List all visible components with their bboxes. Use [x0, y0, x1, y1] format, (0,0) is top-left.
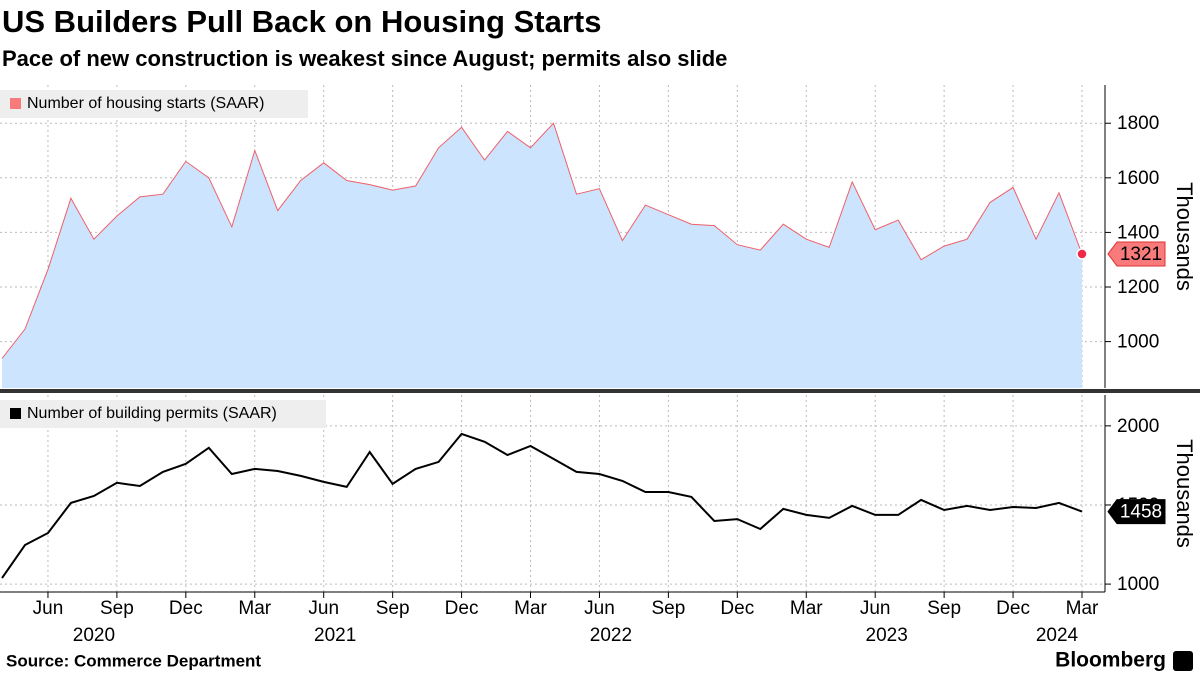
last-point — [1076, 248, 1088, 260]
value-label-box — [1107, 499, 1166, 525]
x-tick-label: Dec — [445, 598, 479, 619]
panel: Number of housing starts (SAAR) 1000 1200 1… — [0, 85, 1197, 388]
y-axis-label: Thousands — [1172, 182, 1197, 291]
x-tick-label: Mar — [790, 598, 823, 619]
y-tick-label: 1000 — [1117, 332, 1159, 353]
area — [2, 123, 1082, 388]
y-tick-label: 1600 — [1117, 168, 1159, 189]
source: Source: Commerce Department — [6, 651, 261, 670]
y-axis-label: Thousands — [1172, 439, 1197, 548]
y-tick-label: 1800 — [1117, 113, 1159, 134]
legend-swatch — [10, 408, 21, 419]
legend-swatch — [10, 98, 21, 109]
x-tick-label: Dec — [720, 598, 754, 619]
chart-subtitle: Pace of new construction is weakest sinc… — [2, 46, 727, 71]
line — [1, 432, 1083, 579]
x-tick-label: Dec — [169, 598, 203, 619]
x-year-label: 2023 — [866, 625, 908, 646]
panel: Number of building permits (SAAR)1000150… — [0, 395, 1197, 646]
x-tick-label: Sep — [927, 598, 961, 619]
value-label-box — [1107, 241, 1166, 267]
x-tick-label: Jun — [860, 598, 891, 619]
y-tick-label: 1400 — [1117, 222, 1159, 243]
x-tick-label: Mar — [238, 598, 271, 619]
panel-separator — [0, 389, 1200, 393]
value-label: 1321 — [1120, 244, 1162, 265]
legend-bg — [0, 90, 308, 118]
x-year-label: 2021 — [314, 625, 356, 646]
x-tick-label: Jun — [584, 598, 615, 619]
x-tick-label: Jun — [33, 598, 64, 619]
legend-label: Number of housing starts (SAAR) — [27, 95, 264, 112]
chart-title: US Builders Pull Back on Housing Starts — [2, 4, 601, 39]
x-year-label: 2020 — [73, 625, 115, 646]
x-tick-label: Dec — [996, 598, 1030, 619]
line — [1, 122, 1083, 359]
x-tick-label: Sep — [100, 598, 134, 619]
x-year-label: 2024 — [1036, 625, 1079, 646]
x-year-label: 2022 — [590, 625, 632, 646]
x-tick-label: Mar — [514, 598, 547, 619]
legend-bg — [0, 400, 326, 428]
brand: Bloomberg — [1055, 649, 1166, 672]
legend-label: Number of building permits (SAAR) — [27, 405, 277, 422]
brand-icon — [1173, 651, 1193, 671]
x-tick-label: Sep — [376, 598, 410, 619]
x-tick-label: Mar — [1066, 598, 1099, 619]
y-tick-label: 1200 — [1117, 277, 1159, 298]
value-label: 1458 — [1120, 502, 1162, 523]
x-tick-label: Jun — [308, 598, 339, 619]
y-tick-label: 2000 — [1117, 416, 1159, 437]
x-tick-label: Sep — [651, 598, 685, 619]
y-tick-label: 1000 — [1117, 574, 1159, 595]
